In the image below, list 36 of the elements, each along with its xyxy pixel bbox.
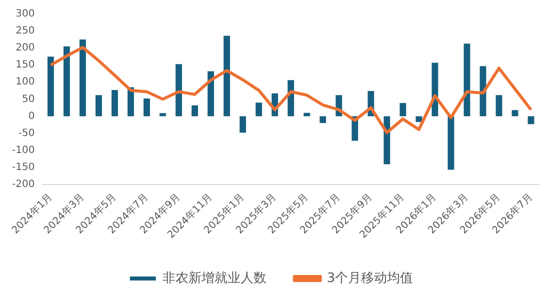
y-tick-label: -50 bbox=[18, 128, 35, 139]
bar bbox=[256, 102, 262, 116]
bar bbox=[320, 116, 326, 124]
bar bbox=[160, 113, 166, 116]
bar bbox=[400, 102, 406, 116]
bar bbox=[176, 64, 182, 116]
bar bbox=[512, 110, 518, 116]
y-tick-label: 250 bbox=[16, 26, 35, 37]
y-tick-label: -150 bbox=[12, 162, 35, 173]
bar bbox=[48, 56, 54, 116]
bar bbox=[80, 40, 86, 116]
bar bbox=[304, 112, 310, 116]
bar bbox=[64, 46, 70, 116]
bar bbox=[448, 116, 454, 170]
bar bbox=[496, 95, 502, 116]
bar bbox=[528, 116, 534, 124]
y-tick-label: 100 bbox=[16, 76, 35, 88]
bar bbox=[208, 71, 214, 116]
y-tick-label: -200 bbox=[12, 178, 35, 190]
y-tick-label: 0 bbox=[28, 110, 35, 122]
bar bbox=[224, 36, 230, 116]
y-tick-label: 300 bbox=[16, 8, 35, 20]
y-tick-label: 50 bbox=[22, 94, 35, 105]
y-tick-label: 200 bbox=[16, 42, 35, 54]
bar bbox=[288, 80, 294, 116]
legend-label: 非农新增就业人数 bbox=[162, 270, 266, 286]
y-tick-label: 150 bbox=[16, 60, 35, 71]
bar bbox=[416, 116, 422, 122]
bar bbox=[384, 116, 390, 164]
bar bbox=[192, 105, 198, 116]
bar bbox=[240, 116, 246, 133]
bar bbox=[112, 90, 118, 116]
legend-label: 3个月移动均值 bbox=[326, 270, 414, 286]
y-tick-label: -100 bbox=[12, 144, 35, 156]
bar bbox=[144, 98, 150, 116]
bar bbox=[96, 95, 102, 116]
